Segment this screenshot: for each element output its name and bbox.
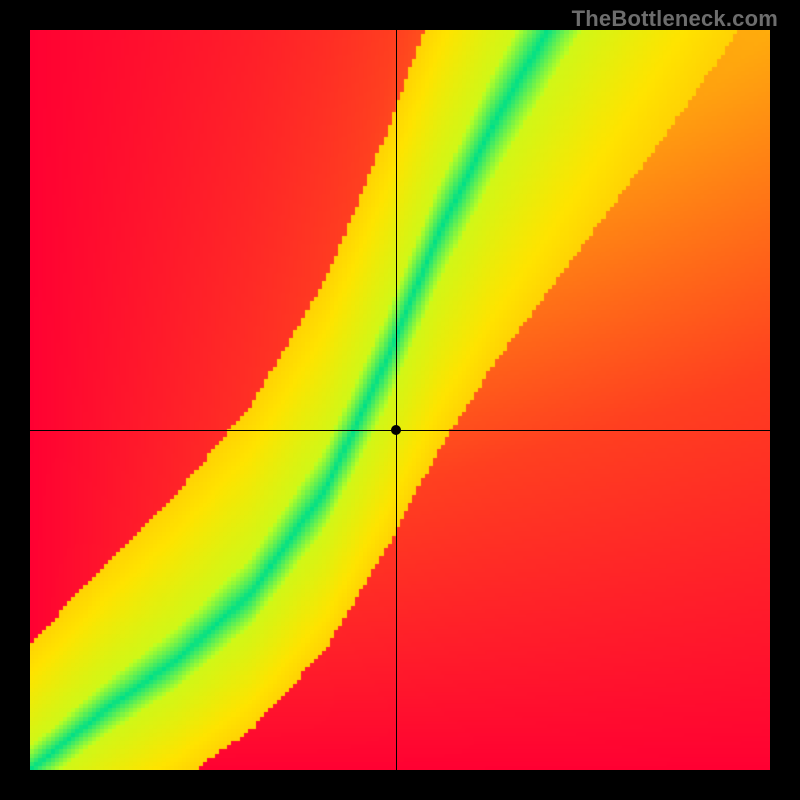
heatmap-canvas — [30, 30, 770, 770]
crosshair-vertical — [396, 30, 397, 770]
plot-area — [30, 30, 770, 770]
watermark-text: TheBottleneck.com — [572, 6, 778, 32]
crosshair-marker — [391, 425, 401, 435]
